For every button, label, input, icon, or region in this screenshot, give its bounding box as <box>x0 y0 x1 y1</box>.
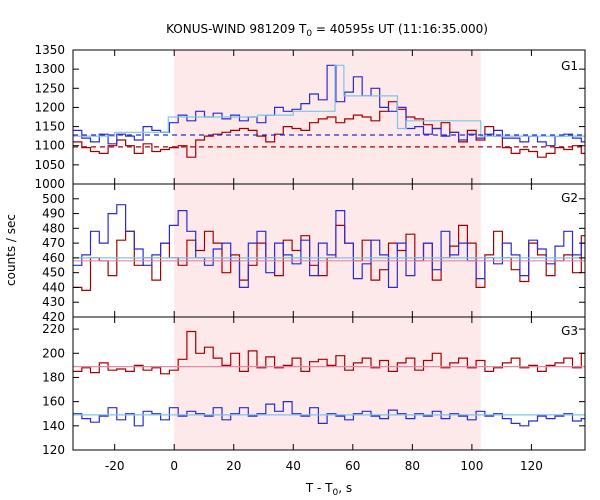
y-tick-label: 470 <box>42 236 65 250</box>
y-tick-label: 500 <box>42 192 65 206</box>
x-tick-label: 80 <box>405 459 420 473</box>
series-line <box>73 101 585 158</box>
y-tick-label: 1350 <box>34 43 65 57</box>
y-tick-label: 200 <box>42 346 65 360</box>
series-line <box>73 330 585 375</box>
x-axis-label: T - T0, s <box>305 481 352 498</box>
series-line <box>73 64 585 137</box>
y-tick-label: 1300 <box>34 62 65 76</box>
y-tick-label: 490 <box>42 207 65 221</box>
y-tick-label: 160 <box>42 395 65 409</box>
y-tick-label: 450 <box>42 266 65 280</box>
y-tick-label: 430 <box>42 295 65 309</box>
y-tick-label: 1000 <box>34 177 65 191</box>
x-tick-label: 40 <box>286 459 301 473</box>
series-line <box>73 204 585 288</box>
y-tick-label: 140 <box>42 419 65 433</box>
y-tick-label: 480 <box>42 221 65 235</box>
y-tick-label: 120 <box>42 443 65 457</box>
panel-tag-g1: G1 <box>561 59 578 73</box>
y-tick-label: 180 <box>42 370 65 384</box>
axes-frames <box>72 49 586 451</box>
y-axis-label: counts / sec <box>4 214 18 286</box>
y-tick-label: 1250 <box>34 81 65 95</box>
panel-tag-g3: G3 <box>561 324 578 338</box>
panel-g2 <box>73 204 585 291</box>
x-tick-label: 120 <box>520 459 543 473</box>
y-tick-label: 1200 <box>34 100 65 114</box>
y-tick-label: 440 <box>42 280 65 294</box>
y-tick-label: 420 <box>42 310 65 324</box>
panel-g3 <box>73 330 585 427</box>
chart-title: KONUS-WIND 981209 T0 = 40595s UT (11:16:… <box>166 22 488 39</box>
x-tick-label: -20 <box>105 459 125 473</box>
x-tick-labels: -20 0 20 40 60 80 100 120 <box>105 459 543 473</box>
x-tick-label: 20 <box>226 459 241 473</box>
x-tick-label: 60 <box>345 459 360 473</box>
y-tick-labels: 1000 1050 1100 1150 1200 1250 1300 1350 42043044… <box>34 43 65 457</box>
y-tick-label: 1150 <box>34 120 65 134</box>
panel-tag-g2: G2 <box>561 191 578 205</box>
y-tick-label: 460 <box>42 251 65 265</box>
x-tick-label: 0 <box>170 459 178 473</box>
y-tick-label: 220 <box>42 322 65 336</box>
y-tick-label: 1100 <box>34 139 65 153</box>
panel-frame <box>72 316 586 451</box>
panel-g1 <box>73 64 585 158</box>
x-tick-label: 100 <box>460 459 483 473</box>
y-tick-label: 1050 <box>34 158 65 172</box>
